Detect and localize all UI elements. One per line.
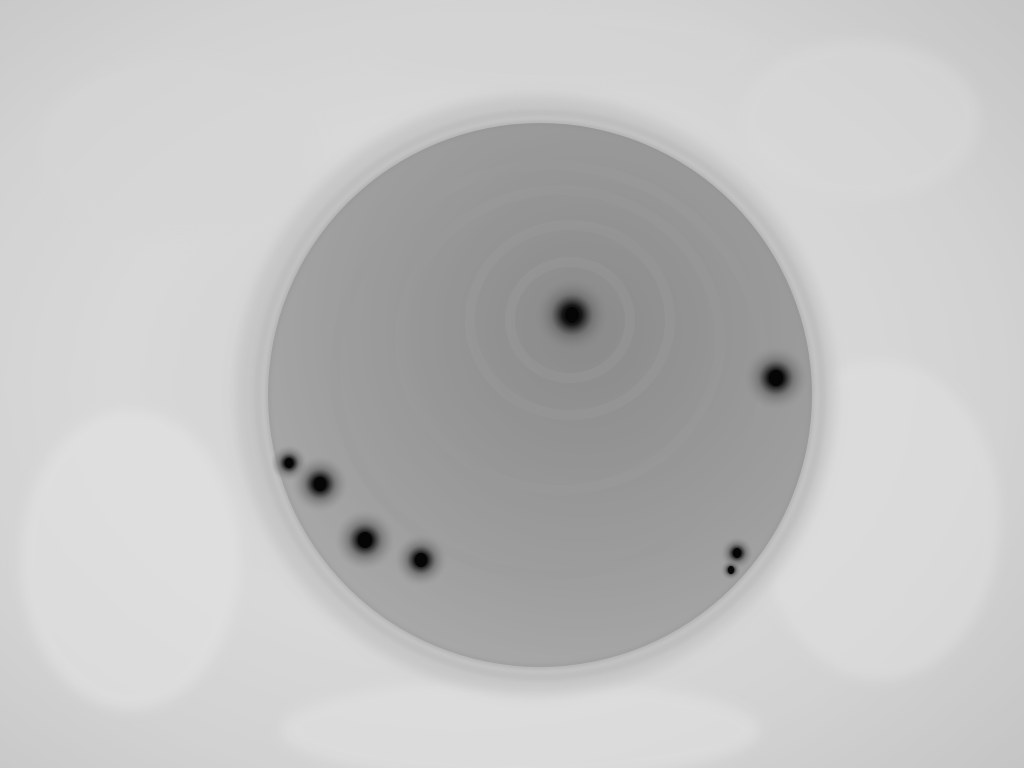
crater-contours — [330, 160, 770, 580]
dark-spot-lower-left-2 — [395, 534, 447, 586]
dark-spot-core — [415, 553, 427, 567]
dark-spot-core — [769, 370, 783, 386]
dark-spot-core — [314, 477, 326, 491]
crater-rim — [266, 121, 814, 669]
crater-floor — [268, 123, 812, 667]
dark-spot-lower-right-2 — [721, 560, 741, 580]
dark-spot-core — [285, 458, 293, 468]
dark-spot-lower-left-1 — [335, 510, 395, 570]
dark-spot-left-edge-2 — [292, 456, 348, 512]
dark-spot-core — [565, 307, 579, 323]
dark-spot-core — [728, 566, 734, 574]
dark-spots — [271, 277, 808, 586]
dark-spot-core — [358, 532, 372, 548]
dark-spot-core — [733, 548, 741, 558]
dark-spot-center-peak — [534, 277, 610, 353]
crater-rim-outer — [254, 109, 826, 681]
dark-spot-right-edge — [744, 346, 808, 410]
